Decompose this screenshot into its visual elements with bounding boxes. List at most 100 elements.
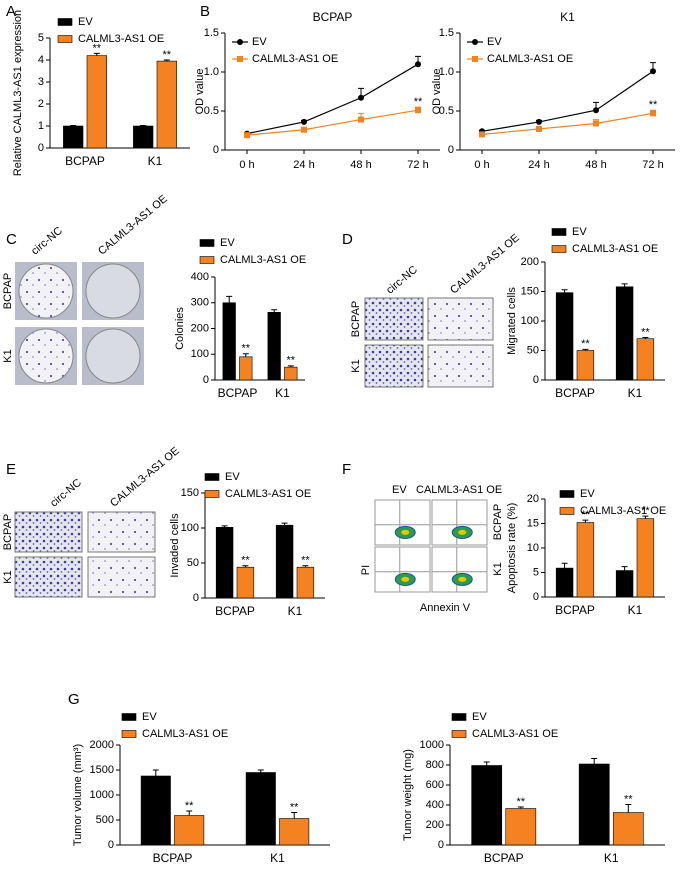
legend-label: CALML3-AS1 OE <box>225 488 311 500</box>
bar <box>576 350 595 381</box>
bar <box>86 55 107 149</box>
bar <box>612 812 644 846</box>
significance: ** <box>290 801 299 813</box>
bar <box>636 338 655 381</box>
column-label: EV <box>392 484 407 496</box>
column-label: CALML3-AS1 OE <box>96 193 170 258</box>
y-axis-label: Migrated cells <box>506 287 518 355</box>
column-label: CALML3-AS1 OE <box>448 232 522 297</box>
legend-label: EV <box>572 226 587 238</box>
cell-core <box>458 529 467 535</box>
y-tick-label: 5 <box>533 566 539 578</box>
error-bar <box>257 769 264 773</box>
series-line <box>246 63 419 135</box>
panel-letter: G <box>68 691 80 708</box>
significance: ** <box>301 555 310 567</box>
dish <box>85 328 141 384</box>
bar <box>615 286 634 381</box>
legend-swatch <box>451 730 467 738</box>
y-tick-label: 150 <box>181 487 199 499</box>
x-tick-label: BCPAP <box>555 603 595 617</box>
y-tick-label: 150 <box>521 285 539 297</box>
bar <box>615 570 634 598</box>
y-tick-label: 400 <box>426 799 444 811</box>
legend-label: CALML3-AS1 OE <box>572 243 658 255</box>
legend-label: CALML3-AS1 OE <box>487 53 573 65</box>
y-tick-label: 300 <box>191 297 209 309</box>
row-label: BCPAP <box>2 514 14 550</box>
x-tick-label: 0 h <box>239 159 254 171</box>
legend-swatch <box>199 239 215 247</box>
legend-label: EV <box>472 711 487 723</box>
column-label: circ-NC <box>29 225 65 258</box>
legend-swatch <box>199 256 215 264</box>
y-tick-label: 10 <box>527 542 539 554</box>
row-label: K1 <box>2 570 14 583</box>
legend-label: CALML3-AS1 OE <box>78 33 164 45</box>
x-tick-label: K1 <box>270 851 285 865</box>
panel-letter: C <box>6 231 17 248</box>
legend-label: EV <box>142 711 157 723</box>
cell-core <box>401 576 410 582</box>
x-tick-label: 24 h <box>293 159 314 171</box>
legend-swatch <box>551 228 567 236</box>
bar <box>245 772 276 846</box>
panel-letter: A <box>6 3 16 20</box>
point <box>415 61 421 68</box>
error-bar <box>621 283 628 287</box>
series-line <box>246 109 419 136</box>
panel-letter: F <box>342 461 351 478</box>
legend-label: EV <box>487 36 502 48</box>
point <box>650 68 656 75</box>
y-tick-label: 1.0 <box>204 66 219 78</box>
significance: ** <box>649 99 658 111</box>
bar <box>505 808 537 846</box>
y-tick-label: 1000 <box>90 789 114 801</box>
significance: ** <box>414 96 423 108</box>
y-tick-label: 800 <box>426 759 444 771</box>
y-tick-label: 600 <box>426 779 444 791</box>
row-label: BCPAP <box>350 301 362 337</box>
y-tick-label: 100 <box>191 348 209 360</box>
significance: ** <box>241 555 250 567</box>
x-tick-label: K1 <box>604 851 619 865</box>
column-label: CALML3-AS1 OE <box>416 484 502 496</box>
error-bar <box>163 59 170 62</box>
error-bar <box>483 761 490 766</box>
dish <box>85 263 141 319</box>
y-tick-label: 20 <box>527 493 539 505</box>
significance: ** <box>581 338 590 350</box>
legend-swatch <box>121 713 137 721</box>
bar <box>63 125 84 149</box>
panel-letter: D <box>342 231 353 248</box>
bar <box>555 567 574 598</box>
error-bar <box>582 519 589 523</box>
dish <box>18 263 74 319</box>
row-label: K1 <box>492 562 504 575</box>
error-bar <box>271 309 278 313</box>
error-bar <box>93 52 100 56</box>
y-tick-label: 200 <box>191 322 209 334</box>
y-tick-label: 1000 <box>420 739 444 751</box>
bar <box>578 763 610 846</box>
x-tick-label: K1 <box>628 603 643 617</box>
significance: ** <box>185 800 194 812</box>
bar <box>471 765 503 846</box>
error-bar <box>226 295 233 303</box>
photo <box>14 556 83 598</box>
cell-core <box>458 576 467 582</box>
legend-swatch <box>204 473 220 481</box>
bar <box>267 311 281 381</box>
y-tick-label: 500 <box>96 814 114 826</box>
y-tick-label: 1.0 <box>439 66 454 78</box>
point <box>415 107 421 114</box>
error-bar <box>242 353 249 357</box>
point <box>301 118 307 125</box>
x-tick-label: 24 h <box>528 159 549 171</box>
point <box>358 116 364 123</box>
bar <box>284 366 298 381</box>
x-tick-label: K1 <box>275 386 290 400</box>
error-bar <box>642 337 649 339</box>
y-axis-label: Tumor weight (mg) <box>402 749 414 841</box>
